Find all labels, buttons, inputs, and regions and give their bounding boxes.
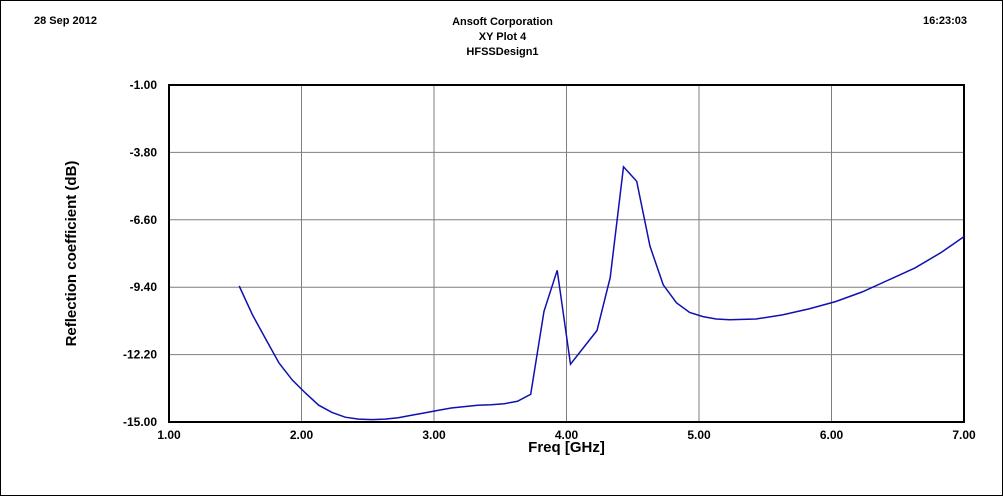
- y-tick-label: -6.60: [130, 213, 158, 227]
- y-axis-label: Reflection coefficient (dB): [63, 161, 80, 347]
- x-tick-label: 2.00: [290, 428, 314, 442]
- series-line: [238, 165, 965, 421]
- y-tick-label: -1.00: [130, 78, 158, 92]
- company-name: Ansoft Corporation: [452, 16, 553, 28]
- y-tick-label: -12.20: [123, 348, 157, 362]
- plot-time: 16:23:03: [922, 15, 967, 27]
- x-tick-label: 3.00: [422, 428, 446, 442]
- y-tick-label: -9.40: [130, 280, 158, 294]
- plot-area: [168, 84, 965, 423]
- grid-lines: [169, 85, 964, 422]
- x-tick-label: 1.00: [157, 428, 181, 442]
- design-name: HFSSDesign1: [466, 46, 539, 58]
- x-tick-label: 6.00: [820, 428, 844, 442]
- plot-title: XY Plot 4: [478, 31, 527, 43]
- tick-labels: 1.00 2.00 3.00 4.00 5.00 6.00 7.00 -1.00 -3.80 -6…: [123, 78, 976, 442]
- y-tick-label: -3.80: [130, 145, 158, 159]
- x-tick-label: 4.00: [555, 428, 579, 442]
- x-axis-label: Freq [GHz]: [528, 439, 605, 456]
- y-tick-label: -15.00: [123, 415, 157, 429]
- x-tick-label: 7.00: [952, 428, 976, 442]
- x-tick-label: 5.00: [687, 428, 711, 442]
- plot-date: 28 Sep 2012: [34, 15, 97, 27]
